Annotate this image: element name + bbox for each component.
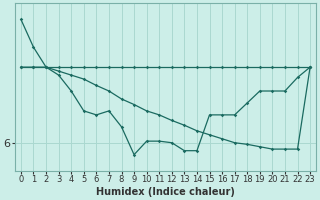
X-axis label: Humidex (Indice chaleur): Humidex (Indice chaleur) — [96, 187, 235, 197]
